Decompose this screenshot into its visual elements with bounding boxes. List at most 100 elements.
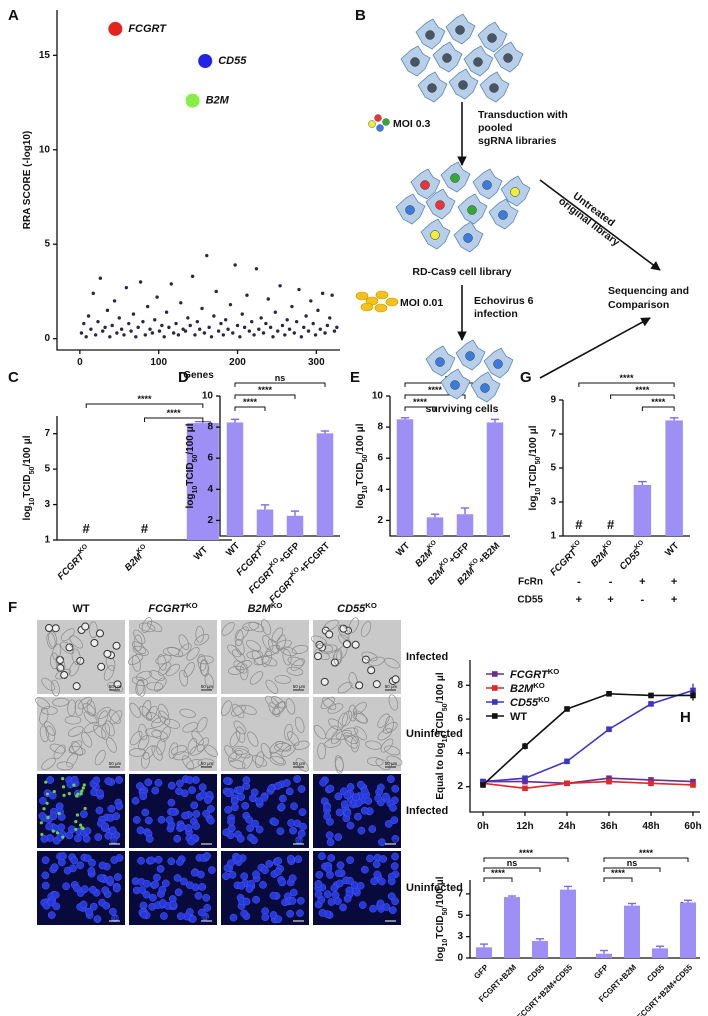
nucleus (165, 816, 174, 824)
nucleus (327, 898, 336, 906)
nucleus (199, 790, 208, 799)
cell-outline (39, 725, 49, 743)
nucleus (442, 53, 452, 63)
point (145, 304, 150, 309)
nucleus (503, 53, 513, 63)
point (219, 321, 223, 326)
y-axis-label: log10TCID50/100 μl (355, 423, 369, 508)
nucleus (286, 909, 294, 918)
nucleus (378, 838, 386, 847)
point (96, 319, 100, 324)
nucleus (360, 806, 369, 815)
text-part: KO (365, 601, 377, 610)
significance-bracket (234, 406, 266, 411)
point (648, 692, 654, 699)
cell-outline (348, 617, 359, 634)
text-part: +GFP (276, 540, 302, 566)
row-label: Infected (406, 651, 448, 663)
x-tick-label: WT (394, 540, 412, 558)
x-tick-label: 300 (308, 357, 325, 368)
value-label: # (83, 521, 91, 536)
bar (504, 897, 520, 958)
nucleus (346, 856, 354, 865)
point (294, 319, 299, 324)
nucleus (261, 913, 270, 922)
text-part: WT (394, 540, 412, 558)
infected-signal (80, 789, 84, 793)
point (193, 333, 197, 337)
point (162, 335, 166, 339)
series-line (483, 777, 694, 785)
cell-outline (183, 662, 195, 678)
text-part: 50 (362, 455, 369, 463)
nucleus (255, 797, 263, 806)
nucleus (186, 881, 194, 890)
scale-bar-label: 50 μm (109, 838, 122, 843)
point (690, 687, 696, 694)
y-tick-label: 5 (457, 910, 463, 921)
text-part: FCGRT (148, 603, 187, 615)
nucleus (222, 828, 230, 837)
cell-outline (52, 697, 69, 707)
diagram-label: Echovirus 6 (474, 295, 534, 307)
nucleus (189, 915, 197, 923)
nucleus (65, 831, 74, 840)
point (115, 331, 119, 335)
infected-signal (61, 777, 65, 781)
bar (633, 485, 652, 536)
nucleus (242, 776, 251, 785)
rounded-cell (45, 624, 54, 633)
point (522, 785, 528, 792)
y-tick-label: 10 (372, 391, 384, 402)
nucleus (198, 883, 207, 891)
nucleus (326, 784, 335, 793)
value-label: # (607, 517, 615, 532)
cell-outline (199, 659, 209, 676)
nucleus (158, 885, 167, 894)
cell-outline (130, 730, 143, 746)
cell-outline (228, 750, 243, 763)
bar (456, 514, 474, 536)
rounded-cell (51, 624, 60, 633)
point (325, 323, 330, 328)
x-axis-label: Genes (183, 370, 214, 381)
point (198, 54, 213, 68)
point (240, 312, 244, 316)
cell-outline (285, 698, 296, 715)
panel-letter: D (178, 369, 189, 386)
nucleus (279, 794, 287, 803)
point (606, 726, 612, 733)
rounded-cell (372, 680, 381, 689)
significance-label: **** (413, 397, 428, 407)
point (266, 297, 270, 301)
cell-outline (164, 718, 181, 729)
cell-outline (317, 742, 326, 760)
text-part: 10 (442, 939, 449, 947)
cell-outline (151, 716, 167, 728)
text-part: KO (468, 557, 480, 569)
point (119, 327, 124, 331)
panel-letter: H (680, 709, 691, 726)
y-axis-label: log10TCID50/100 μl (185, 423, 199, 508)
cell-outline (64, 715, 82, 725)
nucleus (174, 888, 183, 897)
text-part: TCID (355, 462, 366, 485)
cell-outline (265, 695, 280, 709)
cell-outline (231, 704, 246, 717)
cell-outline (178, 643, 192, 657)
cell-outline (267, 638, 280, 654)
point (268, 325, 273, 330)
cell-outline (232, 649, 246, 663)
point (122, 333, 126, 337)
cell-outline (236, 626, 249, 641)
point (141, 319, 145, 324)
cell-outline (232, 703, 245, 719)
nucleus (203, 904, 212, 912)
nucleus (93, 915, 102, 923)
text-part: log (528, 496, 539, 511)
nucleus (154, 779, 163, 787)
point (188, 323, 192, 328)
point (330, 293, 334, 297)
nucleus (192, 822, 200, 830)
nucleus (274, 867, 282, 876)
